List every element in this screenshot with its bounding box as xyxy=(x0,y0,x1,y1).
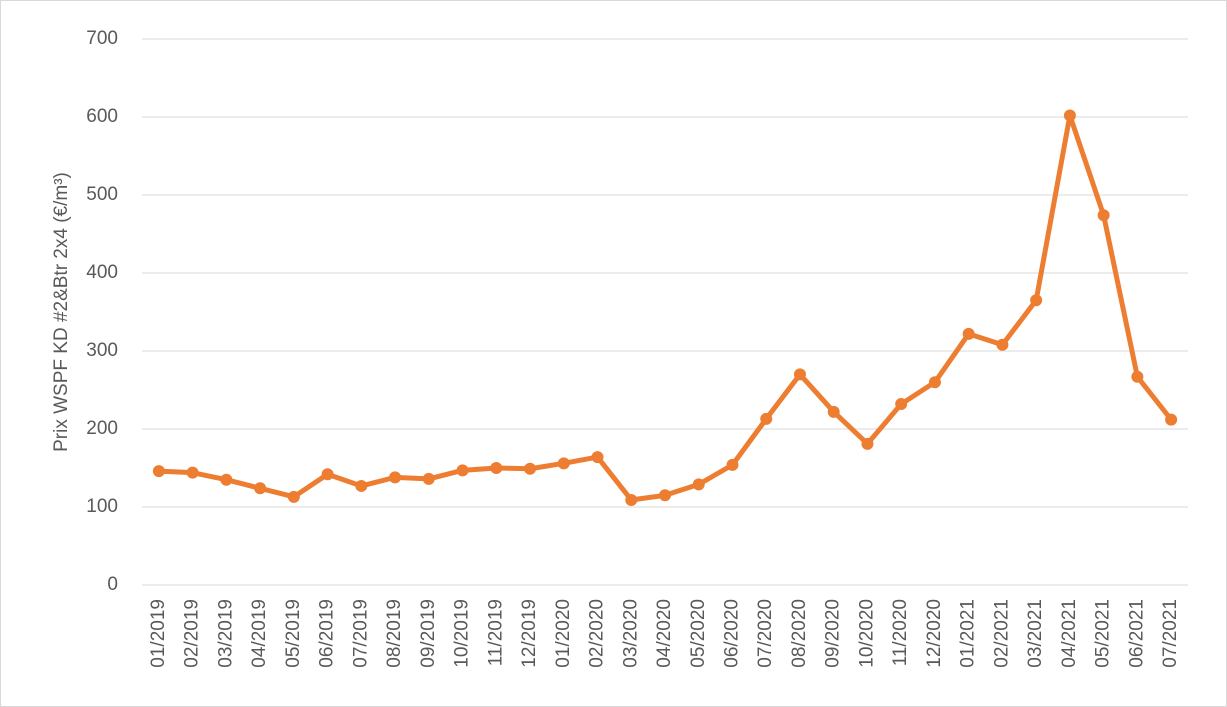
y-tick-label: 0 xyxy=(107,574,118,595)
data-point xyxy=(524,462,537,475)
y-tick-label: 600 xyxy=(86,106,118,127)
data-point xyxy=(793,368,806,381)
data-point xyxy=(186,466,199,479)
data-point xyxy=(1030,294,1043,307)
x-tick-label: 12/2020 xyxy=(924,599,945,668)
x-tick-label: 01/2019 xyxy=(148,599,169,668)
data-point xyxy=(928,376,941,389)
data-point xyxy=(861,437,874,450)
x-tick-label: 08/2020 xyxy=(789,599,810,668)
x-tick-label: 08/2019 xyxy=(384,599,405,668)
x-tick-label: 09/2019 xyxy=(418,599,439,668)
y-tick-label: 300 xyxy=(86,340,118,361)
data-point xyxy=(692,478,705,491)
x-tick-label: 09/2020 xyxy=(823,599,844,668)
x-tick-label: 04/2019 xyxy=(249,599,270,668)
data-point xyxy=(1131,370,1144,383)
data-point xyxy=(422,472,435,485)
x-tick-label: 11/2020 xyxy=(890,599,911,666)
data-point xyxy=(557,457,570,470)
y-tick-label: 400 xyxy=(86,262,118,283)
data-point xyxy=(659,489,671,502)
y-axis-label: Prix WSPF KD #2&Btr 2x4 (€/m³) xyxy=(51,172,72,452)
data-point xyxy=(287,490,300,503)
data-point xyxy=(490,462,503,474)
data-point xyxy=(355,479,368,492)
x-tick-label: 02/2020 xyxy=(587,599,608,668)
data-point xyxy=(254,482,267,495)
x-tick-label: 10/2020 xyxy=(856,599,877,668)
x-tick-label: 04/2020 xyxy=(654,599,675,668)
data-point xyxy=(220,473,233,486)
data-point xyxy=(962,327,975,340)
data-point xyxy=(726,458,739,471)
data-point xyxy=(625,493,638,506)
x-tick-label: 06/2021 xyxy=(1126,599,1147,668)
data-point xyxy=(389,471,402,484)
x-tick-label: 10/2019 xyxy=(452,599,473,668)
x-tick-label: 03/2020 xyxy=(620,599,641,668)
data-point xyxy=(827,405,840,418)
data-point xyxy=(996,338,1009,351)
y-tick-label: 500 xyxy=(86,184,118,205)
x-tick-label: 03/2021 xyxy=(1025,599,1046,668)
x-tick-label: 12/2019 xyxy=(519,599,540,668)
x-tick-label: 04/2021 xyxy=(1059,599,1080,668)
data-point xyxy=(456,464,469,477)
y-tick-label: 100 xyxy=(86,496,118,517)
data-point xyxy=(1097,209,1110,222)
data-point xyxy=(895,398,908,411)
y-tick-label: 200 xyxy=(86,418,118,439)
data-point xyxy=(1165,413,1178,426)
data-point xyxy=(321,468,334,481)
data-point xyxy=(1063,109,1076,122)
x-tick-label: 11/2019 xyxy=(485,599,506,666)
data-point xyxy=(591,451,604,464)
x-tick-label: 06/2019 xyxy=(317,599,338,668)
data-point xyxy=(152,465,165,478)
data-point xyxy=(760,412,773,425)
x-tick-label: 05/2019 xyxy=(283,599,304,668)
x-tick-label: 03/2019 xyxy=(215,599,236,668)
y-tick-label: 700 xyxy=(86,28,118,49)
x-tick-label: 05/2021 xyxy=(1093,599,1114,668)
x-tick-label: 07/2020 xyxy=(755,599,776,668)
x-tick-label: 05/2020 xyxy=(688,599,709,668)
x-tick-label: 02/2021 xyxy=(991,599,1012,668)
x-tick-label: 07/2019 xyxy=(350,599,371,668)
x-tick-label: 07/2021 xyxy=(1160,599,1181,668)
x-tick-label: 01/2021 xyxy=(958,599,979,668)
x-tick-label: 01/2020 xyxy=(553,599,574,668)
x-tick-label: 06/2020 xyxy=(721,599,742,668)
x-tick-label: 02/2019 xyxy=(182,599,203,668)
